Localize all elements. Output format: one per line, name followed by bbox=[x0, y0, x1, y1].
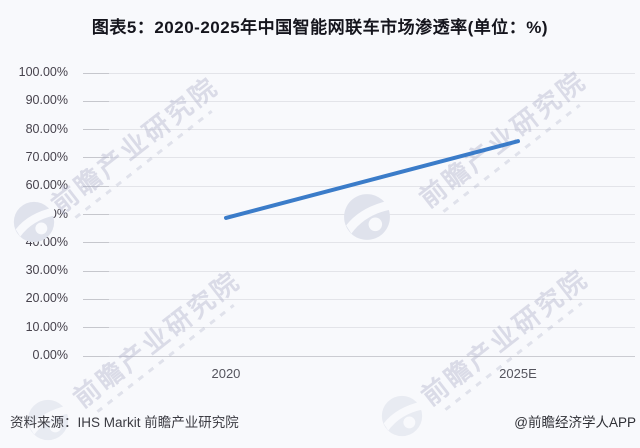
gridline bbox=[83, 355, 635, 357]
y-axis-label: 70.00% bbox=[25, 149, 68, 164]
axis-tick bbox=[83, 214, 109, 215]
y-axis-label: 90.00% bbox=[25, 93, 68, 108]
gridline bbox=[83, 129, 635, 131]
y-axis-label: 40.00% bbox=[25, 234, 68, 249]
axis-tick bbox=[83, 100, 109, 102]
gridline bbox=[83, 72, 635, 74]
axis-tick bbox=[83, 72, 109, 74]
y-axis-label: 30.00% bbox=[25, 263, 68, 278]
gridline bbox=[83, 327, 635, 329]
axis-tick bbox=[83, 242, 109, 244]
y-axis-label: 50.00% bbox=[25, 206, 68, 221]
x-axis-label: 2025E bbox=[499, 366, 537, 381]
y-axis-label: 0.00% bbox=[32, 348, 68, 362]
axis-tick bbox=[83, 327, 109, 329]
gridline bbox=[83, 157, 635, 159]
axis-tick bbox=[83, 157, 109, 159]
y-axis-label: 10.00% bbox=[25, 319, 68, 334]
penetration-rate-line bbox=[224, 139, 520, 220]
axis-tick bbox=[83, 355, 109, 357]
y-axis-label: 80.00% bbox=[25, 121, 68, 136]
axis-tick bbox=[83, 270, 109, 272]
watermark-globe-logo bbox=[380, 394, 424, 438]
chart-title: 图表5：2020-2025年中国智能网联车市场渗透率(单位：%) bbox=[91, 18, 549, 37]
gridline bbox=[83, 270, 635, 272]
y-axis-label: 20.00% bbox=[25, 291, 68, 306]
gridline bbox=[83, 298, 635, 300]
axis-tick bbox=[83, 298, 109, 300]
gridline bbox=[83, 185, 635, 187]
gridline bbox=[83, 100, 635, 102]
data-source-note: 资料来源：IHS Markit 前瞻产业研究院 bbox=[10, 415, 239, 430]
x-axis-label: 2020 bbox=[211, 366, 241, 381]
axis-tick bbox=[83, 129, 109, 131]
credit-note: @前瞻经济学人APP bbox=[514, 415, 636, 430]
y-axis-label: 60.00% bbox=[25, 178, 68, 193]
gridline bbox=[83, 242, 635, 244]
axis-tick bbox=[83, 185, 109, 187]
y-axis-label: 100.00% bbox=[18, 65, 68, 79]
